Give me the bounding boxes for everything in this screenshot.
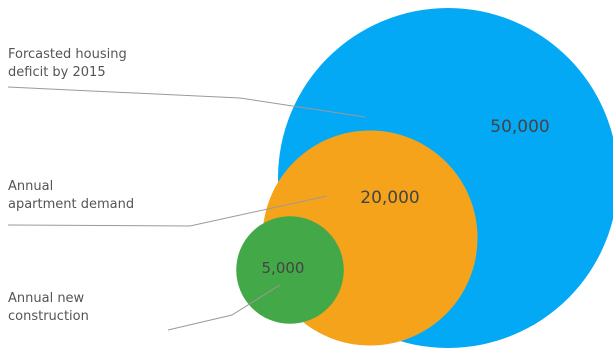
value-label-1: 50,000: [490, 117, 549, 137]
value-label-2: 20,000: [360, 188, 419, 208]
leader-lines: [7, 86, 366, 331]
value-label-3: 5,000: [262, 259, 305, 277]
leader-line-3: [167, 284, 281, 331]
series-label-1: Forcasted housing deficit by 2015: [8, 47, 127, 80]
bubble-3: [236, 216, 344, 324]
series-label-3: Annual new construction: [8, 291, 89, 324]
labels: Forcasted housing deficit by 2015 50,000 An…: [8, 47, 550, 324]
leader-line-2: [7, 195, 328, 227]
leader-line-1: [7, 86, 366, 118]
bubbles: [236, 8, 613, 348]
series-label-2: Annual apartment demand: [8, 179, 134, 212]
